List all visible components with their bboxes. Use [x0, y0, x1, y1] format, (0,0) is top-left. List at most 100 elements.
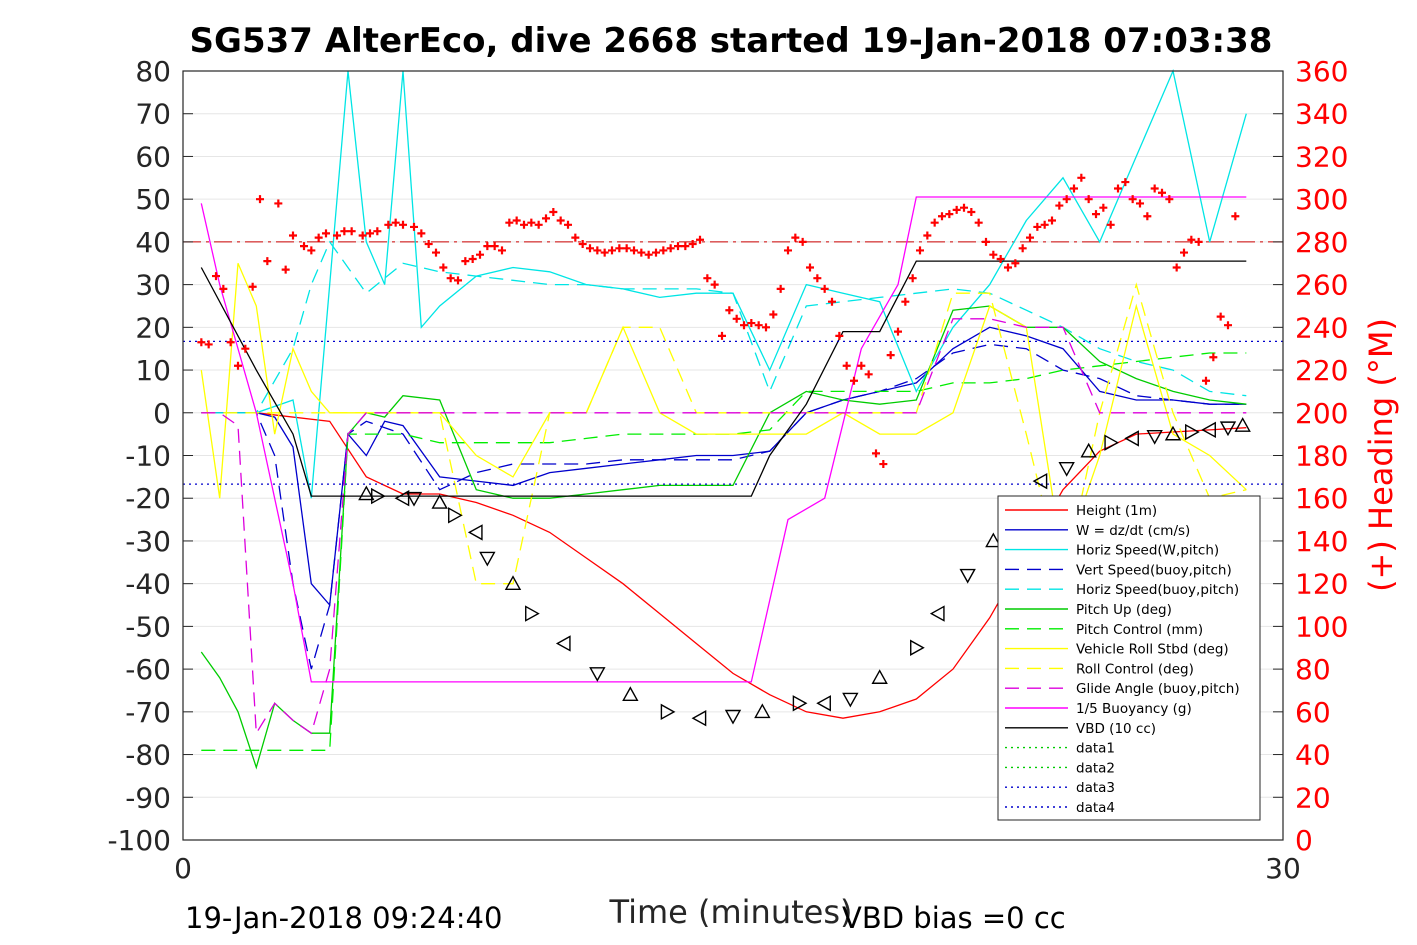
heading-point — [864, 370, 873, 379]
heading-point — [652, 248, 660, 257]
heading-point — [366, 229, 374, 238]
heading-point — [527, 218, 536, 227]
footer-timestamp: 19-Jan-2018 09:24:40 — [185, 901, 502, 935]
tick-label-left: -10 — [125, 440, 171, 473]
tick-label-left: -60 — [125, 653, 171, 686]
height-marker — [431, 494, 448, 509]
heading-point — [399, 220, 407, 229]
height-marker — [1234, 417, 1251, 432]
heading-point — [358, 231, 367, 240]
height-marker — [1219, 421, 1237, 437]
heading-point — [373, 227, 382, 236]
height-marker — [660, 703, 676, 721]
heading-point — [300, 242, 308, 251]
heading-point — [945, 210, 954, 219]
heading-point — [916, 246, 924, 255]
heading-point — [710, 280, 719, 289]
heading-point — [593, 246, 602, 255]
legend-label-9: Glide Angle (buoy,pitch) — [1076, 681, 1240, 697]
tick-label-left: 0 — [153, 397, 171, 430]
heading-point — [901, 297, 910, 306]
heading-point — [820, 284, 829, 293]
legend-label-5: Pitch Up (deg) — [1076, 602, 1172, 618]
heading-point — [857, 361, 866, 370]
tick-label-right: 320 — [1295, 140, 1348, 173]
heading-point — [835, 331, 844, 340]
height-marker — [1124, 430, 1139, 447]
tick-label-left: 60 — [135, 140, 171, 173]
legend-label-7: Vehicle Roll Stbd (deg) — [1076, 642, 1229, 658]
heading-points — [197, 173, 1240, 469]
heading-point — [666, 244, 675, 253]
heading-point — [512, 216, 521, 225]
heading-point — [340, 227, 349, 236]
height-marker — [448, 507, 463, 524]
heading-point — [490, 242, 499, 251]
height-marker — [929, 605, 945, 622]
heading-point — [776, 284, 785, 293]
heading-point — [842, 361, 851, 370]
height-marker — [871, 669, 888, 684]
heading-point — [454, 276, 462, 285]
heading-point — [571, 233, 580, 242]
tick-label-left: -90 — [125, 781, 171, 814]
legend-label-10: 1/5 Buoyancy (g) — [1076, 701, 1192, 717]
height-marker — [1164, 425, 1182, 441]
chart-title: SG537 AlterEco, dive 2668 started 19-Jan… — [190, 21, 1273, 61]
heading-point — [1194, 237, 1203, 246]
heading-point — [424, 240, 433, 249]
heading-point — [1231, 212, 1240, 221]
heading-point — [644, 250, 653, 259]
series-layer — [183, 68, 1283, 770]
heading-point — [1136, 199, 1144, 208]
heading-point — [498, 246, 506, 255]
heading-point — [1092, 210, 1100, 219]
heading-point — [688, 240, 697, 249]
heading-point — [681, 242, 690, 251]
heading-point — [248, 282, 257, 291]
heading-point — [281, 265, 290, 274]
series-line-8 — [201, 282, 1247, 585]
heading-point — [556, 216, 565, 225]
heading-point — [659, 246, 668, 255]
heading-point — [791, 233, 800, 242]
heading-point — [1055, 201, 1064, 210]
heading-point — [762, 323, 770, 332]
tick-label-right: 300 — [1295, 183, 1348, 216]
tick-label-right: 360 — [1295, 55, 1348, 88]
heading-point — [1209, 353, 1218, 362]
height-marker — [910, 639, 925, 656]
legend-label-8: Roll Control (deg) — [1076, 661, 1194, 677]
tick-label-right: 120 — [1295, 568, 1348, 601]
legend: Height (1m) W = dz/dt (cm/s) Horiz Speed(W… — [997, 495, 1261, 821]
height-marker — [467, 524, 483, 541]
height-marker — [1080, 442, 1097, 458]
tick-label-right: 180 — [1295, 440, 1348, 473]
heading-point — [740, 321, 748, 330]
heading-point — [384, 220, 393, 229]
legend-label-2: Horiz Speed(W,pitch) — [1076, 543, 1219, 559]
series-line-0 — [201, 412, 1247, 719]
heading-point — [784, 246, 792, 255]
heading-point — [813, 274, 822, 283]
series-line-2 — [201, 68, 1247, 499]
series-line-3 — [201, 343, 1247, 670]
heading-point — [1165, 195, 1174, 204]
series-line-11 — [200, 260, 1247, 497]
tick-label-left: 10 — [135, 354, 171, 387]
tick-label-right: 280 — [1295, 226, 1348, 259]
heading-point — [872, 449, 880, 458]
legend-label-0: Height (1m) — [1076, 503, 1157, 519]
tick-label-left: 40 — [135, 226, 171, 259]
heading-point — [930, 218, 939, 227]
legend-label-11: VBD (10 cc) — [1076, 721, 1156, 737]
heading-point — [1099, 203, 1108, 212]
heading-point — [615, 244, 624, 253]
heading-point — [960, 203, 968, 212]
heading-point — [1077, 173, 1086, 182]
heading-point — [974, 218, 983, 227]
heading-point — [952, 205, 961, 214]
heading-point — [769, 310, 778, 319]
legend-label-12: data1 — [1076, 741, 1115, 757]
heading-point — [333, 231, 341, 240]
